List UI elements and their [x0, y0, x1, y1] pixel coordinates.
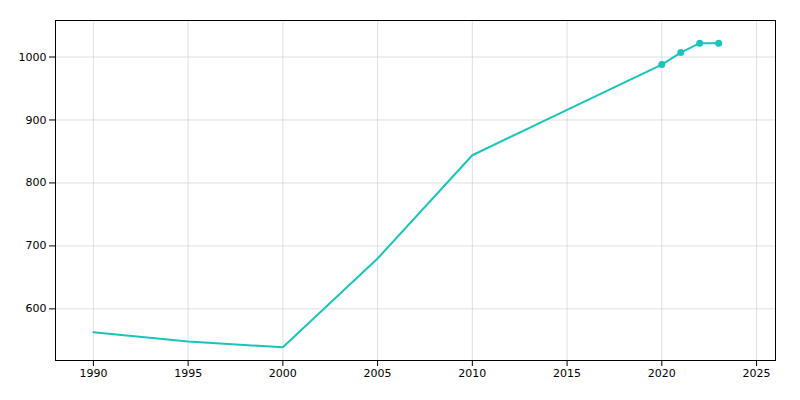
svg-text:2020: 2020 [648, 367, 676, 380]
svg-text:600: 600 [26, 302, 47, 315]
svg-text:2000: 2000 [269, 367, 297, 380]
svg-text:2025: 2025 [743, 367, 771, 380]
svg-text:2010: 2010 [458, 367, 486, 380]
svg-text:2015: 2015 [553, 367, 581, 380]
svg-text:700: 700 [26, 239, 47, 252]
svg-text:1990: 1990 [79, 367, 107, 380]
svg-text:2005: 2005 [364, 367, 392, 380]
svg-text:900: 900 [26, 114, 47, 127]
svg-text:1000: 1000 [19, 51, 47, 64]
svg-text:800: 800 [26, 176, 47, 189]
svg-text:1995: 1995 [174, 367, 202, 380]
